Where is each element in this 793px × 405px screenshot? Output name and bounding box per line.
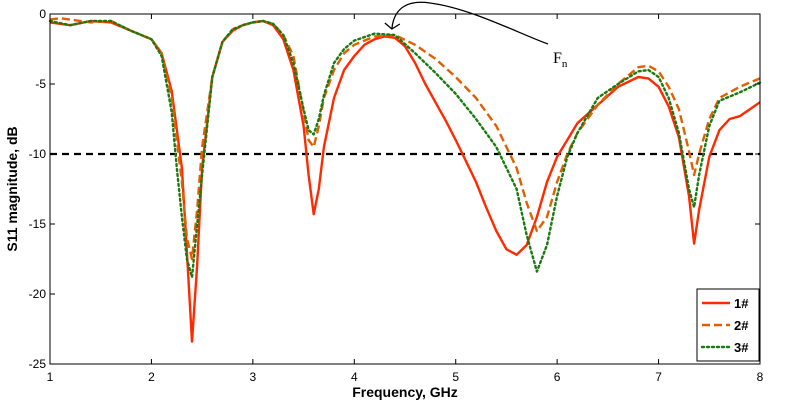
x-axis-label: Frequency, GHz (352, 384, 458, 400)
y-tick-label: -10 (29, 147, 47, 161)
annotation-arrow (391, 1, 549, 45)
x-tick-label: 5 (452, 370, 459, 384)
x-tick-label: 1 (47, 370, 54, 384)
legend-label-1: 1# (734, 296, 749, 311)
y-tick-label: -5 (35, 77, 46, 91)
ticks-layer: 1 2 3 4 5 6 7 8 0 -5 -10 -15 -20 -25 (29, 7, 764, 384)
series-line-3 (48, 19, 762, 279)
series-line-1 (49, 19, 761, 343)
plot-frame (49, 13, 761, 365)
y-axis-label: S11 magnitude, dB (4, 126, 20, 251)
fn-annotation: Fn (384, 1, 568, 70)
series-layer (48, 17, 762, 343)
annotation-subscript: n (562, 58, 568, 70)
y-tick-label: -25 (29, 357, 47, 371)
annotation-text: F (553, 50, 562, 67)
annotation-arrowhead-icon (384, 22, 401, 30)
x-tick-label: 8 (757, 370, 764, 384)
plot-area: 1 2 3 4 5 6 7 8 0 -5 -10 -15 -20 -25 (29, 7, 764, 384)
y-tick-label: -20 (29, 287, 47, 301)
y-tick-label: 0 (39, 7, 46, 21)
annotation-label: Fn (553, 50, 568, 70)
legend: 1# 2# 3# (696, 288, 760, 362)
x-tick-label: 6 (554, 370, 561, 384)
series-line-2 (49, 17, 761, 261)
legend-label-3: 3# (734, 340, 749, 355)
x-tick-label: 3 (250, 370, 257, 384)
y-tick-label: -15 (29, 217, 47, 231)
x-tick-label: 4 (351, 370, 358, 384)
legend-label-2: 2# (734, 318, 749, 333)
x-tick-label: 7 (655, 370, 662, 384)
x-tick-label: 2 (148, 370, 155, 384)
